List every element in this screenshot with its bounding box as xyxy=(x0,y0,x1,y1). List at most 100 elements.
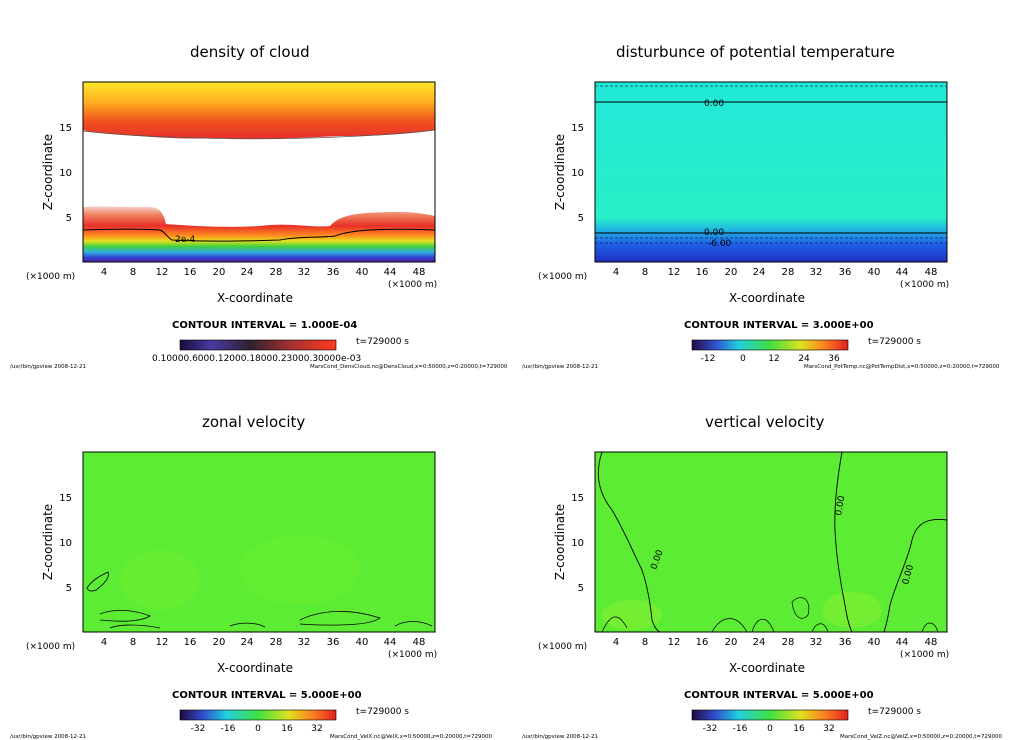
plot-area xyxy=(82,451,436,633)
x-tick-label: 40 xyxy=(868,267,881,278)
x-tick-label: 48 xyxy=(925,267,938,278)
y-ticks: 5 10 15 xyxy=(571,123,584,224)
footer-right: MarsCond_DensCloud.nc@DensCloud,x=0:5000… xyxy=(310,364,508,370)
contour-label: 0.00 xyxy=(704,228,724,238)
y-tick-label: 5 xyxy=(66,213,72,224)
x-tick-label: 16 xyxy=(696,267,709,278)
y-tick-label: 15 xyxy=(571,493,584,504)
x-tick-label: 4 xyxy=(613,637,619,648)
plot-area: 0.00 0.00 0.00 xyxy=(594,451,948,633)
colorbar-tick: 36 xyxy=(828,354,840,364)
x-tick-label: 4 xyxy=(613,267,619,278)
plot-area: 2e-4 xyxy=(82,81,436,263)
footer-left: /usr/bin/gpview 2008-12-21 xyxy=(522,364,598,370)
x-tick-label: 16 xyxy=(696,637,709,648)
chart-density-of-cloud: 2e-4 4 8 12 16 20 24 28 32 36 40 44 48 5… xyxy=(10,43,508,370)
panel-density-of-cloud: 2e-4 4 8 12 16 20 24 28 32 36 40 44 48 5… xyxy=(0,0,512,370)
x-tick-label: 20 xyxy=(213,637,226,648)
contour-label: -6.00 xyxy=(708,239,732,249)
x-unit-left: (×1000 m) xyxy=(26,272,75,282)
x-tick-label: 48 xyxy=(413,267,426,278)
x-tick-label: 32 xyxy=(298,637,311,648)
time-label: t=729000 s xyxy=(868,707,921,717)
y-tick-label: 10 xyxy=(571,538,584,549)
footer-right: MarsCond_VelZ.nc@VelZ,x=0:50000,z=0:2000… xyxy=(840,734,1003,740)
x-tick-label: 48 xyxy=(413,637,426,648)
footer-left: /usr/bin/gpview 2008-12-21 xyxy=(522,734,598,740)
x-tick-label: 44 xyxy=(896,267,909,278)
panel-zonal-velocity: 4 8 12 16 20 24 28 32 36 40 44 48 5 10 1… xyxy=(0,370,512,740)
chart-title: disturbunce of potential temperature xyxy=(616,43,895,61)
colorbar-tick: 32 xyxy=(311,724,322,734)
chart-potential-temperature: 0.00 0.00 -6.00 4 8 12 16 20 24 28 32 36… xyxy=(522,43,1000,370)
y-ticks: 5 10 15 xyxy=(59,123,72,224)
colorbar xyxy=(691,339,849,351)
contour-label: 0.00 xyxy=(704,99,724,109)
colorbar-tick: -16 xyxy=(733,724,748,734)
colorbar-tick: 32 xyxy=(823,724,834,734)
y-tick-label: 15 xyxy=(59,493,72,504)
colorbar-tick: 12 xyxy=(768,354,779,364)
contour-interval: CONTOUR INTERVAL = 5.000E+00 xyxy=(172,690,362,701)
chart-vertical-velocity: 0.00 0.00 0.00 4 8 12 16 20 24 28 32 36 … xyxy=(522,413,1003,740)
x-axis-label: X-coordinate xyxy=(217,291,293,305)
x-tick-label: 24 xyxy=(241,637,254,648)
x-tick-label: 12 xyxy=(668,637,681,648)
chart-title: zonal velocity xyxy=(202,413,305,431)
x-unit-right: (×1000 m) xyxy=(900,280,949,290)
x-axis-label: X-coordinate xyxy=(217,661,293,675)
footer-right: MarsCond_PotTemp.nc@PotTempDist,x=0:5000… xyxy=(804,364,1000,370)
colorbar-tick: 24 xyxy=(798,354,810,364)
x-tick-label: 36 xyxy=(839,267,852,278)
colorbar-labels: 0.10000.6000.12000.18000.23000.30000e-03 xyxy=(152,354,361,364)
panel-vertical-velocity: 0.00 0.00 0.00 4 8 12 16 20 24 28 32 36 … xyxy=(512,370,1024,740)
x-ticks: 4 8 12 16 20 24 28 32 36 40 44 48 xyxy=(613,637,938,648)
x-unit-right: (×1000 m) xyxy=(900,650,949,660)
x-tick-label: 24 xyxy=(753,267,766,278)
x-tick-label: 44 xyxy=(896,637,909,648)
y-tick-label: 15 xyxy=(571,123,584,134)
colorbar-tick: -32 xyxy=(703,724,718,734)
contour-interval: CONTOUR INTERVAL = 3.000E+00 xyxy=(684,320,874,331)
x-unit-left: (×1000 m) xyxy=(538,642,587,652)
panel-potential-temperature: 0.00 0.00 -6.00 4 8 12 16 20 24 28 32 36… xyxy=(512,0,1024,370)
x-tick-label: 48 xyxy=(925,637,938,648)
x-tick-label: 12 xyxy=(668,267,681,278)
x-tick-label: 32 xyxy=(810,267,823,278)
y-axis-label: Z-coordinate xyxy=(41,134,55,210)
x-tick-label: 28 xyxy=(782,637,795,648)
x-tick-label: 8 xyxy=(130,637,136,648)
colorbar xyxy=(691,709,849,721)
x-tick-label: 24 xyxy=(753,637,766,648)
colorbar-tick: -32 xyxy=(191,724,206,734)
y-tick-label: 10 xyxy=(59,538,72,549)
colorbar xyxy=(179,339,337,351)
x-tick-label: 12 xyxy=(156,267,169,278)
x-tick-label: 12 xyxy=(156,637,169,648)
x-tick-label: 16 xyxy=(184,267,197,278)
x-tick-label: 28 xyxy=(270,637,283,648)
colorbar-tick: 0 xyxy=(740,354,746,364)
y-tick-label: 10 xyxy=(571,168,584,179)
x-tick-label: 44 xyxy=(384,637,397,648)
x-tick-label: 20 xyxy=(725,267,738,278)
x-unit-left: (×1000 m) xyxy=(538,272,587,282)
x-tick-label: 24 xyxy=(241,267,254,278)
contour-interval: CONTOUR INTERVAL = 5.000E+00 xyxy=(684,690,874,701)
y-tick-label: 15 xyxy=(59,123,72,134)
x-tick-label: 8 xyxy=(642,267,648,278)
x-tick-label: 36 xyxy=(327,267,340,278)
y-tick-label: 5 xyxy=(578,213,584,224)
time-label: t=729000 s xyxy=(356,337,409,347)
x-tick-label: 32 xyxy=(810,637,823,648)
contour-label: 2e-4 xyxy=(175,235,196,245)
time-label: t=729000 s xyxy=(356,707,409,717)
y-tick-label: 5 xyxy=(578,583,584,594)
x-tick-label: 36 xyxy=(839,637,852,648)
colorbar-tick: -16 xyxy=(221,724,236,734)
x-tick-label: 40 xyxy=(868,637,881,648)
colorbar-tick: 0 xyxy=(767,724,773,734)
x-tick-label: 36 xyxy=(327,637,340,648)
x-tick-label: 44 xyxy=(384,267,397,278)
colorbar xyxy=(179,709,337,721)
